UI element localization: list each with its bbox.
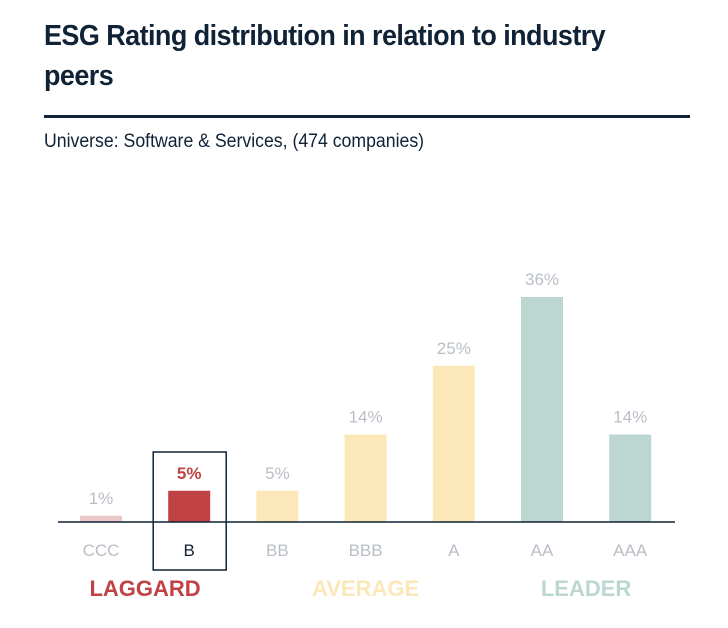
category-label-a: A xyxy=(448,541,460,560)
category-label-aaa: AAA xyxy=(613,541,648,560)
value-label-ccc: 1% xyxy=(89,489,114,508)
bar-bb xyxy=(256,490,299,522)
bar-ccc xyxy=(80,515,122,522)
value-label-bbb: 14% xyxy=(349,408,383,427)
category-label-bb: BB xyxy=(266,541,289,560)
group-label-laggard: LAGGARD xyxy=(89,576,200,601)
highlight-box-b xyxy=(152,451,227,571)
bar-aa xyxy=(521,297,563,522)
bar-bbb xyxy=(344,434,387,522)
category-label-ccc: CCC xyxy=(83,541,120,560)
bar-a xyxy=(432,365,475,522)
value-label-aaa: 14% xyxy=(613,408,647,427)
title-divider xyxy=(44,115,690,118)
value-label-b: 5% xyxy=(177,464,202,483)
chart-subtitle: Universe: Software & Services, (474 comp… xyxy=(44,131,425,152)
value-label-a: 25% xyxy=(437,339,471,358)
value-label-aa: 36% xyxy=(525,270,559,289)
group-label-average: AVERAGE xyxy=(312,576,419,601)
group-label-leader: LEADER xyxy=(541,576,632,601)
bar-b xyxy=(168,490,211,522)
bar-aaa xyxy=(609,434,652,522)
chart-title: ESG Rating distribution in relation to i… xyxy=(44,20,606,92)
category-label-bbb: BBB xyxy=(349,541,383,560)
category-label-b: B xyxy=(184,541,195,560)
value-label-bb: 5% xyxy=(265,464,290,483)
category-label-aa: AA xyxy=(531,541,554,560)
